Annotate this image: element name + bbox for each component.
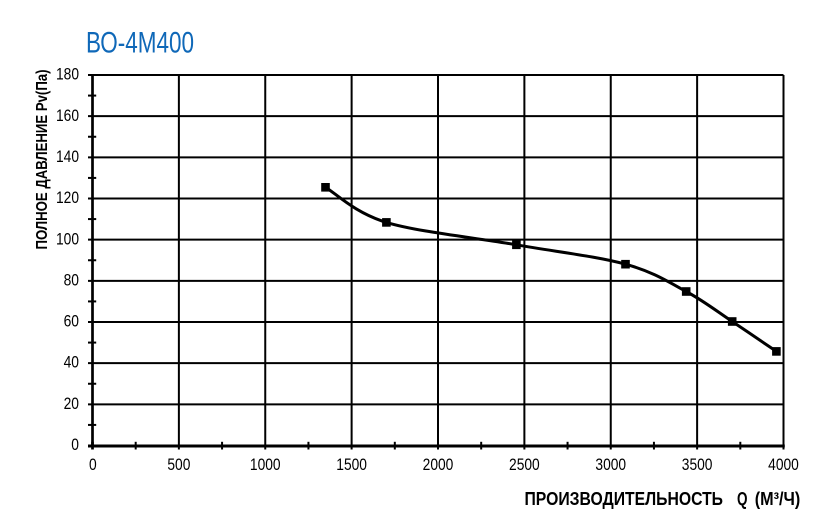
svg-text:4000: 4000 <box>768 456 799 474</box>
svg-text:ПРОИЗВОДИТЕЛЬНОСТЬ: ПРОИЗВОДИТЕЛЬНОСТЬ <box>525 488 724 509</box>
svg-text:0: 0 <box>89 456 97 474</box>
svg-text:100: 100 <box>56 230 79 248</box>
svg-text:1500: 1500 <box>336 456 367 474</box>
svg-text:40: 40 <box>64 354 79 372</box>
svg-text:120: 120 <box>56 189 79 207</box>
svg-text:3000: 3000 <box>595 456 626 474</box>
svg-text:180: 180 <box>56 66 79 84</box>
svg-text:60: 60 <box>64 313 79 331</box>
svg-text:ВО-4М400: ВО-4М400 <box>86 26 194 59</box>
svg-text:ПОЛНОЕ ДАВЛЕНИЕ Pv(Па): ПОЛНОЕ ДАВЛЕНИЕ Pv(Па) <box>34 70 51 250</box>
svg-text:160: 160 <box>56 107 79 125</box>
svg-text:500: 500 <box>167 456 190 474</box>
svg-text:1000: 1000 <box>250 456 281 474</box>
svg-text:20: 20 <box>64 395 79 413</box>
svg-text:2000: 2000 <box>423 456 454 474</box>
svg-text:3500: 3500 <box>682 456 713 474</box>
svg-text:Q: Q <box>737 488 748 509</box>
svg-text:80: 80 <box>64 271 79 289</box>
svg-text:0: 0 <box>71 436 79 454</box>
svg-text:2500: 2500 <box>509 456 540 474</box>
svg-text:140: 140 <box>56 148 79 166</box>
svg-text:(М³/Ч): (М³/Ч) <box>755 488 801 509</box>
